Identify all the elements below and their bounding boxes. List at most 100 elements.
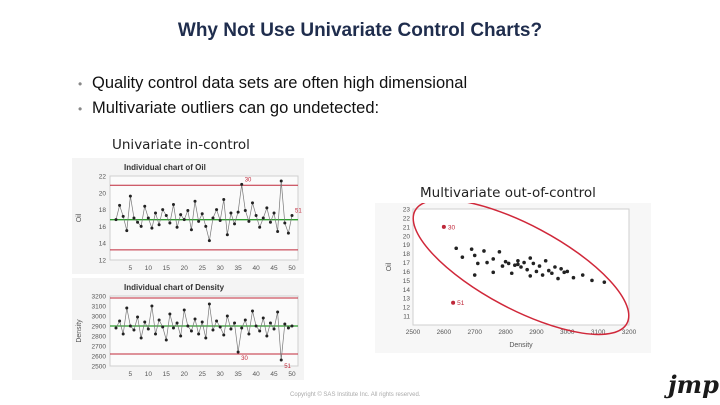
data-point: [506, 261, 511, 266]
x-tick-label: 50: [288, 265, 296, 272]
data-point: [150, 304, 154, 308]
x-tick-label: 5: [129, 371, 133, 378]
data-point: [243, 318, 247, 322]
data-point: [171, 203, 175, 207]
y-tick-label: 22: [99, 174, 107, 181]
data-point: [186, 324, 190, 328]
point-annotation: 51: [457, 300, 465, 307]
data-point: [204, 336, 208, 340]
data-point: [128, 194, 132, 198]
data-point: [225, 233, 229, 237]
y-axis-label: Density: [76, 319, 83, 343]
data-point: [485, 260, 489, 265]
x-tick-label: 10: [145, 371, 153, 378]
x-tick-label: 25: [199, 371, 207, 378]
y-tick-label: 13: [403, 296, 411, 303]
jmp-logo: jmp: [668, 370, 719, 399]
y-tick-label: 16: [99, 224, 107, 231]
data-point: [114, 326, 118, 330]
y-tick-label: 2700: [92, 344, 107, 351]
y-tick-label: 19: [403, 242, 411, 249]
y-tick-label: 14: [403, 287, 411, 294]
data-point: [114, 218, 118, 222]
y-tick-label: 2900: [92, 324, 107, 331]
data-point: [513, 263, 517, 268]
data-point: [229, 211, 233, 215]
copyright-footer: Copyright © SAS Institute Inc. All right…: [290, 392, 421, 398]
y-tick-label: 18: [99, 207, 107, 214]
x-tick-label: 5: [129, 265, 133, 272]
data-point: [516, 258, 520, 263]
data-point: [261, 316, 265, 320]
data-point: [236, 350, 240, 354]
data-point: [290, 213, 294, 217]
data-point: [519, 265, 523, 269]
data-point: [161, 325, 165, 329]
y-tick-label: 11: [403, 314, 410, 321]
data-point: [218, 325, 222, 329]
data-point: [528, 256, 533, 260]
data-point: [531, 261, 536, 266]
bullet-item: • Quality control data sets are often hig…: [78, 72, 467, 97]
data-point: [161, 208, 165, 212]
y-tick-label: 3200: [92, 294, 107, 301]
bullet-dot-icon: •: [78, 102, 83, 116]
data-point: [454, 246, 458, 251]
data-point: [272, 211, 276, 215]
data-point: [204, 224, 208, 228]
data-point: [240, 182, 244, 186]
data-point: [286, 231, 290, 235]
data-point: [565, 269, 570, 274]
data-point: [522, 260, 526, 265]
bullet-text: Quality control data sets are often high…: [92, 74, 468, 92]
x-tick-label: 35: [235, 371, 243, 378]
y-tick-label: 18: [403, 251, 411, 258]
data-point: [268, 321, 272, 325]
data-point: [553, 265, 557, 269]
data-point: [537, 264, 542, 268]
data-point: [497, 250, 502, 254]
data-point: [189, 228, 193, 232]
y-tick-label: 12: [99, 258, 107, 265]
data-point: [207, 239, 211, 243]
data-point: [146, 327, 150, 331]
data-point: [562, 270, 566, 275]
data-point: [132, 328, 136, 332]
data-point: [168, 221, 172, 225]
data-point: [143, 320, 147, 324]
data-point: [211, 328, 215, 332]
data-point: [132, 216, 136, 220]
data-point: [118, 319, 122, 323]
data-point: [279, 179, 283, 183]
x-tick-label: 3200: [622, 329, 637, 336]
y-tick-label: 17: [403, 260, 411, 267]
data-point: [186, 208, 190, 212]
y-tick-label: 2800: [92, 334, 107, 341]
data-point: [240, 326, 244, 330]
data-point: [503, 259, 508, 264]
data-point: [175, 321, 179, 325]
data-point: [283, 322, 287, 326]
data-point: [193, 199, 197, 203]
data-point: [164, 213, 168, 217]
x-tick-label: 30: [217, 265, 225, 272]
data-point: [189, 329, 193, 333]
data-point: [157, 318, 161, 322]
data-point: [150, 226, 154, 230]
x-tick-label: 2800: [498, 329, 513, 336]
y-tick-label: 2500: [92, 364, 107, 371]
bullet-list: • Quality control data sets are often hig…: [78, 72, 467, 122]
data-point: [250, 201, 254, 205]
data-point: [279, 358, 283, 362]
x-tick-label: 50: [288, 371, 296, 378]
x-tick-label: 2700: [467, 329, 482, 336]
x-tick-label: 30: [217, 371, 225, 378]
data-point: [590, 278, 594, 283]
data-point: [128, 324, 132, 328]
data-point: [222, 198, 226, 202]
univariate-label: Univariate in-control: [112, 137, 250, 153]
data-point: [200, 320, 204, 324]
x-tick-label: 20: [181, 371, 189, 378]
data-point: [225, 314, 229, 318]
